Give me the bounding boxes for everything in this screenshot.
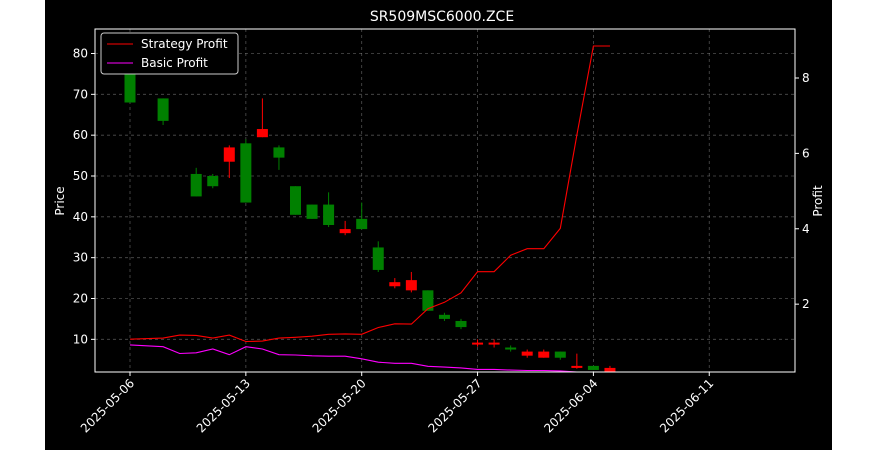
chart-svg: SR509MSC6000.ZCE 2025-05-06 2025-05-13 202…: [45, 0, 832, 450]
y-axis-label-right: Profit: [811, 185, 825, 217]
candle: [405, 271, 417, 293]
candle-body: [256, 129, 268, 138]
chart-figure: SR509MSC6000.ZCE 2025-05-06 2025-05-13 202…: [45, 0, 832, 450]
candle: [190, 167, 202, 197]
y-axis-label-left: Price: [53, 186, 67, 215]
y-tick-label-left: 40: [73, 210, 88, 224]
candle-body: [290, 186, 301, 215]
candle-body: [438, 314, 450, 319]
candle-body: [207, 176, 219, 187]
candle-body: [240, 143, 252, 203]
candle-body: [587, 365, 599, 370]
candle-body: [505, 347, 517, 350]
candle: [256, 98, 268, 138]
candle-body: [488, 342, 500, 345]
candle-body: [389, 282, 401, 287]
y-tick-label-right: 8: [802, 71, 810, 85]
candle: [372, 241, 384, 272]
chart-background: [45, 0, 832, 450]
candle: [587, 365, 599, 370]
legend-basic-label: Basic Profit: [141, 56, 208, 70]
candle-body: [306, 204, 318, 219]
candle-body: [405, 280, 417, 291]
candle: [323, 192, 335, 228]
candle: [571, 353, 583, 369]
y-tick-label-left: 20: [73, 292, 88, 306]
candle: [389, 278, 401, 289]
candle-body: [472, 342, 484, 345]
candle-body: [223, 147, 235, 162]
candle-body: [455, 320, 467, 328]
candle: [273, 145, 285, 170]
legend-strategy-label: Strategy Profit: [141, 37, 228, 51]
candle-body: [538, 351, 550, 358]
candle: [472, 339, 484, 347]
candle-body: [372, 247, 384, 270]
y-tick-label-left: 60: [73, 128, 88, 142]
candle: [240, 139, 252, 203]
y-tick-label-left: 10: [73, 332, 88, 346]
candle: [455, 318, 467, 330]
candle: [306, 204, 318, 219]
y-tick-label-left: 30: [73, 251, 88, 265]
candle-body: [356, 218, 368, 230]
y-tick-label-left: 80: [73, 47, 88, 61]
strategy-profit-line: [129, 45, 610, 343]
candle: [538, 349, 550, 358]
y-tick-label-right: 4: [802, 222, 810, 236]
candle: [356, 202, 368, 230]
legend: Strategy Profit Basic Profit: [100, 32, 239, 75]
candle: [438, 312, 450, 321]
basic-profit-line: [129, 344, 577, 373]
candle-body: [323, 204, 335, 225]
y-tick-label-right: 2: [802, 297, 810, 311]
candle: [554, 351, 566, 360]
candle: [339, 220, 351, 236]
candle-body: [339, 229, 351, 234]
candle-body: [521, 351, 533, 356]
candle: [505, 345, 517, 352]
chart-title: SR509MSC6000.ZCE: [370, 9, 514, 25]
candle: [521, 349, 533, 358]
candle: [604, 365, 616, 372]
candle: [290, 186, 301, 215]
plot-frame: [94, 28, 796, 373]
candle: [488, 339, 500, 348]
candle: [157, 98, 169, 125]
candle-body: [422, 290, 434, 311]
candle: [223, 145, 235, 179]
legend-box: [100, 32, 239, 75]
y-tick-label-left: 70: [73, 87, 88, 101]
candle: [422, 290, 434, 311]
candle-body: [554, 351, 566, 358]
y-tick-label-left: 50: [73, 169, 88, 183]
candle-body: [604, 367, 616, 372]
y-tick-label-right: 6: [802, 146, 810, 160]
candle: [207, 173, 219, 189]
candle-body: [571, 365, 583, 368]
candle-body: [157, 98, 169, 121]
candle-body: [273, 147, 285, 158]
candle-body: [190, 173, 202, 197]
